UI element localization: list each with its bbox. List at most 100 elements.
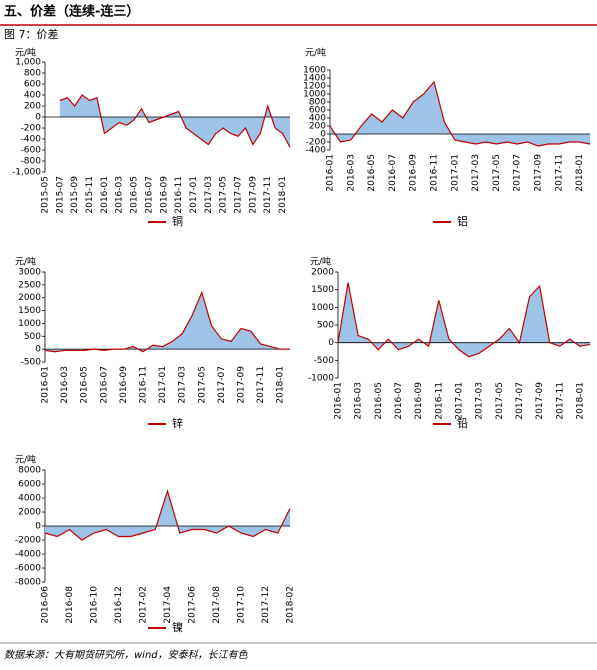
x-tick-label: 2017-09 — [248, 176, 258, 214]
y-tick-label: 1500 — [311, 285, 334, 295]
x-tick-label: 2017-05 — [495, 382, 505, 420]
series-line — [44, 290, 290, 353]
x-tick-label: 2016-09 — [159, 176, 169, 214]
x-tick-label: 2016-11 — [174, 176, 184, 214]
x-tick-label: 2017-03 — [475, 382, 485, 420]
y-tick-label: -1000 — [308, 374, 334, 384]
y-tick-label: 2000 — [18, 293, 41, 303]
header: 五、价差（连续-连三） — [4, 4, 139, 20]
x-tick-label: 2016-07 — [388, 154, 398, 192]
x-tick-label: 2017-07 — [515, 382, 525, 420]
y-tick-label: -4000 — [15, 550, 41, 560]
y-tick-label: -400 — [306, 146, 327, 156]
y-tick-label: 1200 — [303, 82, 326, 92]
y-tick-label: -6000 — [15, 564, 41, 574]
x-tick-label: 2017-05 — [492, 154, 502, 192]
y-tick-label: 200 — [309, 122, 326, 132]
x-tick-label: 2016-07 — [99, 366, 109, 404]
y-tick-label: 0 — [320, 130, 326, 140]
x-tick-label: 2017-05 — [219, 176, 229, 214]
y-tick-label: 8000 — [18, 466, 41, 476]
x-tick-label: 2017-06 — [188, 586, 198, 624]
series-line — [59, 94, 291, 148]
y-tick-label: 1000 — [303, 90, 326, 100]
y-tick-label: 1,000 — [15, 58, 41, 68]
x-tick-label: 2016-07 — [144, 176, 154, 214]
x-tick-label: 2016-11 — [430, 154, 440, 192]
x-tick-label: 2018-01 — [278, 176, 288, 214]
x-tick-label: 2017-11 — [256, 366, 266, 404]
x-tick-label: 2017-11 — [263, 176, 273, 214]
x-tick-label: 2016-03 — [346, 154, 356, 192]
y-tick-label: 1000 — [18, 319, 41, 329]
y-tick-label: 500 — [24, 332, 41, 342]
x-tick-label: 2017-09 — [535, 382, 545, 420]
legend-label: 镍 — [172, 620, 183, 634]
y-axis-label: 元/吨 — [15, 454, 36, 466]
x-tick-label: 2017-04 — [163, 586, 173, 624]
area-fill — [338, 282, 590, 357]
y-tick-label: 0 — [328, 338, 334, 348]
y-tick-label: 3000 — [18, 268, 41, 278]
y-tick-label: -500 — [21, 358, 42, 368]
y-tick-label: -2000 — [15, 536, 41, 546]
x-tick-label: 2017-07 — [217, 366, 227, 404]
x-tick-label: 2017-03 — [471, 154, 481, 192]
y-tick-label: 1500 — [18, 306, 41, 316]
x-tick-label: 2017-11 — [554, 154, 564, 192]
x-tick-label: 2017-12 — [261, 586, 271, 624]
x-tick-label: 2017-02 — [139, 586, 149, 624]
legend-label: 铅 — [457, 416, 468, 430]
y-tick-label: -800 — [21, 157, 42, 167]
x-tick-label: 2017-01 — [450, 154, 460, 192]
x-tick-label: 2015-09 — [70, 176, 80, 214]
series-line — [337, 282, 591, 358]
x-tick-label: 2017-07 — [234, 176, 244, 214]
x-tick-label: 2018-01 — [276, 366, 286, 404]
y-tick-label: 2500 — [18, 280, 41, 290]
x-tick-label: 2018-01 — [575, 154, 585, 192]
x-tick-label: 2016-08 — [65, 586, 75, 624]
y-tick-label: 0 — [35, 345, 41, 355]
x-tick-label: 2016-09 — [414, 382, 424, 420]
y-tick-label: 1600 — [303, 66, 326, 76]
x-tick-label: 2016-11 — [139, 366, 149, 404]
area-fill — [330, 82, 590, 146]
y-tick-label: -600 — [21, 146, 42, 156]
x-tick-label: 2016-01 — [41, 366, 51, 404]
y-tick-label: 400 — [309, 114, 326, 124]
y-tick-label: -200 — [21, 124, 42, 134]
x-tick-label: 2017-11 — [555, 382, 565, 420]
x-tick-label: 2016-09 — [409, 154, 419, 192]
y-tick-label: 800 — [24, 69, 41, 79]
x-tick-label: 2017-01 — [158, 366, 168, 404]
y-tick-label: 600 — [309, 106, 326, 116]
source: 数据来源：大有期货研究所，wind，安泰科，长江有色 — [4, 649, 249, 661]
x-tick-label: 2017-08 — [212, 586, 222, 624]
x-tick-label: 2015-07 — [55, 176, 65, 214]
x-tick-label: 2016-05 — [374, 382, 384, 420]
y-tick-label: 200 — [24, 102, 41, 112]
x-tick-label: 2016-05 — [130, 176, 140, 214]
legend-label: 铜 — [172, 214, 183, 228]
x-tick-label: 2017-07 — [513, 154, 523, 192]
y-tick-label: -400 — [21, 135, 42, 145]
x-tick-label: 2017-05 — [197, 366, 207, 404]
x-tick-label: 2016-05 — [80, 366, 90, 404]
x-tick-label: 2018-01 — [575, 382, 585, 420]
legend-label: 锌 — [172, 416, 183, 430]
x-tick-label: 2017-10 — [237, 586, 247, 624]
y-tick-label: -8000 — [15, 578, 41, 588]
x-tick-label: 2016-09 — [119, 366, 129, 404]
x-tick-label: 2016-03 — [115, 176, 125, 214]
y-axis-label: 元/吨 — [305, 47, 326, 59]
y-tick-label: 2000 — [311, 268, 334, 278]
x-tick-label: 2015-05 — [41, 176, 51, 214]
x-tick-label: 2016-03 — [60, 366, 70, 404]
x-tick-label: 2017-09 — [534, 154, 544, 192]
area-fill — [45, 292, 290, 352]
y-tick-label: 800 — [309, 98, 326, 108]
caption: 图 7：价差 — [4, 27, 59, 41]
x-tick-label: 2016-06 — [41, 586, 51, 624]
